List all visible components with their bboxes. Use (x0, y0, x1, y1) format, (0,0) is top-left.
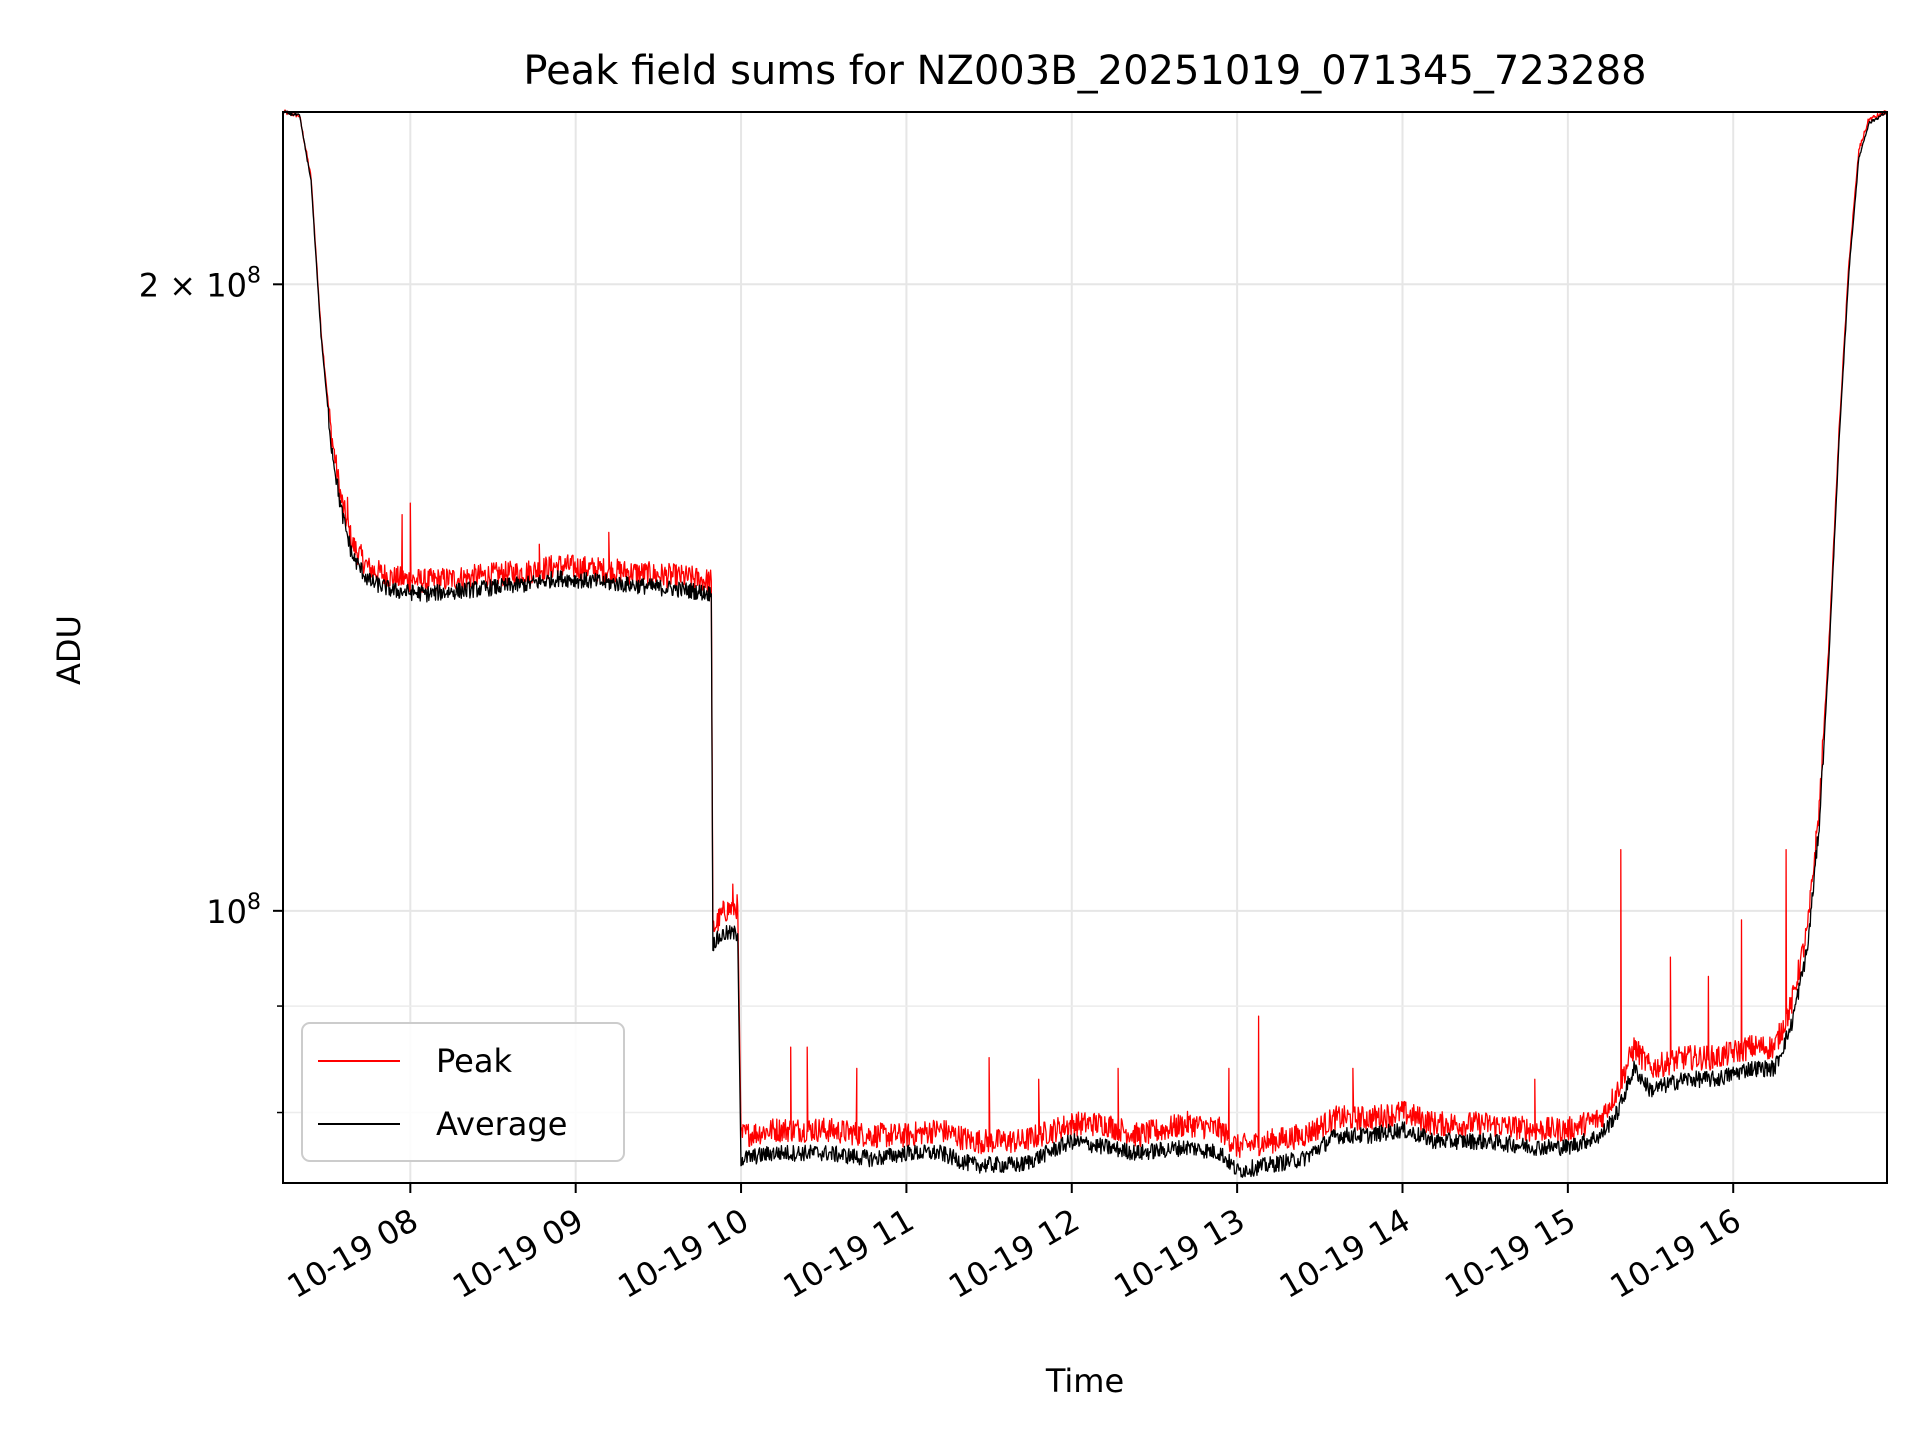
x-tick-label: 10-19 13 (1108, 1201, 1252, 1306)
series-line-average (282, 110, 1888, 1178)
legend: Peak Average (301, 1022, 625, 1162)
y-axis-label: ADU (50, 615, 88, 685)
legend-average-label: Average (436, 1105, 567, 1143)
x-tick-label: 10-19 16 (1604, 1201, 1748, 1306)
x-axis-label: Time (1045, 1362, 1124, 1400)
series-line-peak (282, 109, 1888, 1158)
x-tick-label: 10-19 10 (611, 1201, 755, 1306)
y-tick-label-exponent: 8 (247, 263, 261, 288)
series-lines (282, 109, 1888, 1178)
y-tick-label-exponent: 8 (247, 890, 261, 915)
x-tick-label: 10-19 09 (446, 1201, 590, 1306)
y-tick-label-base: 2 × 10 (139, 266, 247, 304)
legend-peak-label: Peak (436, 1042, 512, 1080)
y-tick-label: 108 (206, 890, 261, 931)
y-tick-label-base: 10 (206, 893, 247, 931)
plot-frame (282, 111, 1888, 1184)
x-tick-label: 10-19 08 (281, 1201, 425, 1306)
chart-title: Peak field sums for NZ003B_20251019_0713… (523, 48, 1646, 94)
legend-box (301, 1022, 625, 1162)
x-tick-label: 10-19 12 (942, 1201, 1086, 1306)
y-tick-label: 2 × 108 (139, 263, 261, 304)
x-tick-label: 10-19 11 (777, 1201, 921, 1306)
x-tick-label: 10-19 15 (1438, 1201, 1582, 1306)
x-tick-label: 10-19 14 (1273, 1201, 1417, 1306)
